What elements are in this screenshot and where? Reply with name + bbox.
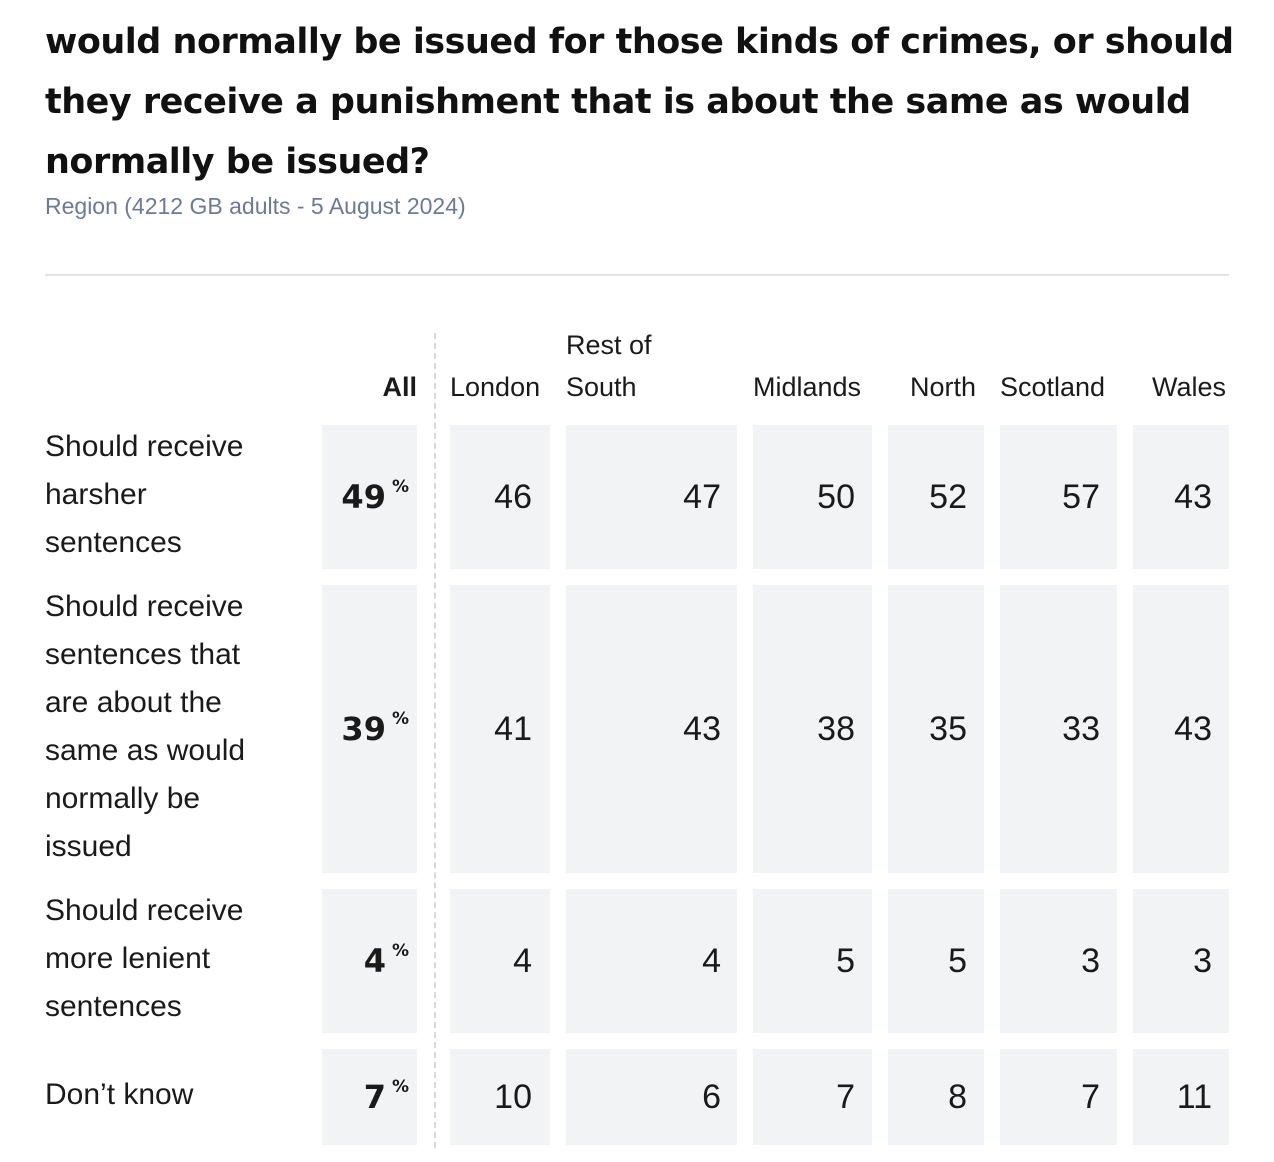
percent-sign: %	[391, 709, 409, 729]
region-value-cell: 10	[450, 1049, 550, 1145]
region-value-cell: 4	[566, 889, 737, 1033]
column-header-scotland: Scotland	[1000, 372, 1106, 402]
value-label: 7	[1081, 1077, 1100, 1116]
percent-sign: %	[391, 477, 409, 497]
value-label: 47	[683, 477, 721, 516]
percent-sign: %	[391, 1077, 409, 1097]
value-label: 50	[817, 477, 855, 516]
column-header-north: North	[910, 372, 977, 402]
region-value-cell: 57	[1000, 425, 1117, 569]
region-value-cell: 43	[1133, 585, 1229, 873]
value-label: 52	[929, 477, 967, 516]
region-value-cell: 35	[888, 585, 984, 873]
region-value-cell: 5	[753, 889, 872, 1033]
region-value-cell: 38	[753, 585, 872, 873]
all-value-cell: 7%	[322, 1049, 417, 1145]
chart-subtitle: Region (4212 GB adults - 5 August 2024)	[45, 193, 466, 219]
value-label: 49	[341, 478, 386, 516]
region-value-cell: 46	[450, 425, 550, 569]
value-label: 7	[363, 1078, 386, 1116]
value-label: 43	[1174, 709, 1212, 748]
value-label: 5	[836, 941, 855, 980]
chart-title: would normally be issued for those kinds…	[45, 22, 1234, 182]
value-label: 43	[1174, 477, 1212, 516]
region-value-cell: 33	[1000, 585, 1117, 873]
column-header-wales: Wales	[1152, 372, 1227, 402]
row-label: Should receive sentences that are about …	[45, 590, 246, 863]
row-label: Don’t know	[45, 1078, 194, 1111]
region-value-cell: 47	[566, 425, 737, 569]
value-label: 4	[513, 941, 532, 980]
all-value-cell: 39%	[322, 585, 417, 873]
region-value-cell: 7	[1000, 1049, 1117, 1145]
value-label: 38	[817, 709, 855, 748]
value-label: 6	[702, 1077, 721, 1116]
value-label: 35	[929, 709, 967, 748]
value-label: 10	[494, 1077, 532, 1116]
value-label: 57	[1062, 477, 1100, 516]
value-label: 41	[494, 709, 532, 748]
region-value-cell: 6	[566, 1049, 737, 1145]
value-label: 3	[1081, 941, 1100, 980]
value-label: 4	[702, 941, 721, 980]
value-label: 46	[494, 477, 532, 516]
value-label: 33	[1062, 709, 1100, 748]
value-label: 43	[683, 709, 721, 748]
divider	[45, 274, 1229, 276]
region-value-cell: 3	[1133, 889, 1229, 1033]
column-header-midlands: Midlands	[753, 372, 862, 402]
percent-sign: %	[391, 941, 409, 961]
region-value-cell: 5	[888, 889, 984, 1033]
value-label: 8	[948, 1077, 967, 1116]
value-label: 39	[341, 710, 386, 748]
region-value-cell: 3	[1000, 889, 1117, 1033]
column-header-all: All	[382, 372, 417, 402]
region-value-cell: 7	[753, 1049, 872, 1145]
region-value-cell: 43	[566, 585, 737, 873]
row-label: Should receive harsher sentences	[45, 430, 244, 559]
region-value-cell: 50	[753, 425, 872, 569]
value-label: 5	[948, 941, 967, 980]
value-label: 3	[1193, 941, 1212, 980]
all-column-separator	[434, 333, 436, 1148]
region-value-cell: 41	[450, 585, 550, 873]
region-value-cell: 11	[1133, 1049, 1229, 1145]
region-value-cell: 43	[1133, 425, 1229, 569]
region-value-cell: 8	[888, 1049, 984, 1145]
all-value-cell: 4%	[322, 889, 417, 1033]
column-header-rest-of-south: Rest of South	[566, 330, 652, 402]
column-header-london: London	[450, 372, 541, 402]
value-label: 11	[1176, 1077, 1212, 1116]
row-label: Should receive more lenient sentences	[45, 894, 244, 1023]
region-value-cell: 52	[888, 425, 984, 569]
region-value-cell: 4	[450, 889, 550, 1033]
value-label: 4	[363, 942, 386, 980]
value-label: 7	[836, 1077, 855, 1116]
all-value-cell: 49%	[322, 425, 417, 569]
